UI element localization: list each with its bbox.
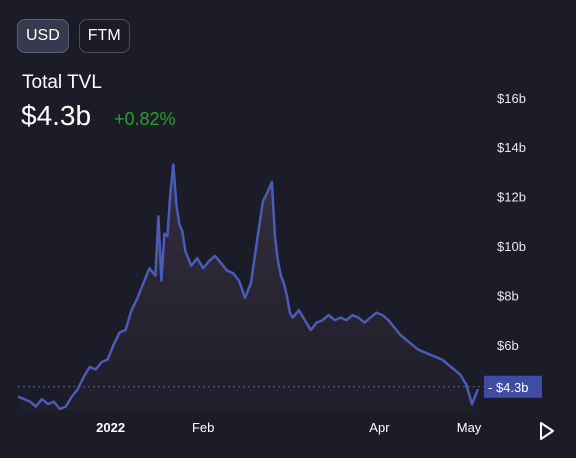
- y-tick-label: $12b: [497, 190, 526, 205]
- metric-change: +0.82%: [114, 109, 176, 129]
- current-value-badge: [484, 375, 542, 398]
- y-tick-label: $8b: [497, 288, 519, 303]
- tvl-line: [17, 163, 480, 411]
- x-tick-label: Apr: [369, 420, 390, 435]
- current-value-label: - $4.3b: [488, 380, 528, 395]
- ftm-toggle-button[interactable]: FTM: [78, 19, 130, 53]
- y-tick-label: $14b: [497, 140, 526, 155]
- x-tick-label: Feb: [192, 420, 214, 435]
- y-tick-label: $6b: [497, 338, 519, 353]
- x-tick-label: 2022: [96, 420, 125, 435]
- tvl-area: [18, 164, 478, 410]
- metric-value: $4.3b: [21, 100, 92, 131]
- play-icon[interactable]: [538, 421, 556, 441]
- metric-label: Total TVL: [22, 72, 102, 93]
- currency-toggle-group: USD FTM: [17, 19, 130, 53]
- y-tick-label: $10b: [497, 239, 526, 254]
- y-tick-label: $16b: [497, 91, 526, 106]
- x-tick-label: May: [457, 420, 482, 435]
- usd-toggle-button[interactable]: USD: [17, 19, 69, 53]
